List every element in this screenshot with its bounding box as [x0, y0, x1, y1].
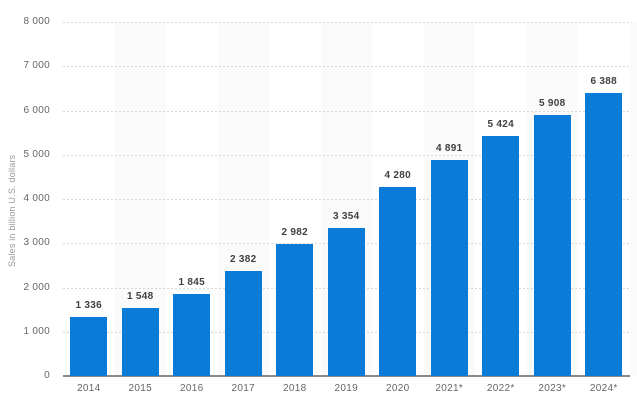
y-tick-label: 3 000: [23, 237, 50, 249]
bar-value-label: 4 280: [384, 169, 412, 181]
y-tick-label: 8 000: [23, 16, 50, 27]
bar: [482, 135, 520, 376]
bar-value-label: 1 336: [75, 299, 103, 311]
x-tick-label: 2017: [231, 383, 255, 394]
x-tick-label: 2024*: [589, 383, 618, 394]
bar-value-label: 6 388: [590, 76, 618, 88]
plot-stripe: [629, 22, 637, 376]
x-tick-label: 2018: [283, 383, 307, 394]
gridline: [63, 110, 630, 112]
x-tick-label: 2023*: [538, 383, 567, 394]
bar-value-label: 4 891: [435, 142, 463, 154]
y-tick-label: 5 000: [23, 148, 50, 160]
x-tick-label: 2015: [128, 383, 152, 394]
x-axis-line: [63, 375, 630, 377]
x-tick-label: 2021*: [435, 383, 464, 394]
x-tick-label: 2014: [77, 383, 101, 394]
bar: [327, 227, 365, 376]
y-tick-label: 1 000: [23, 325, 50, 337]
x-tick-label: 2016: [180, 383, 204, 394]
bar-value-label: 2 982: [281, 227, 309, 239]
bar-value-label: 5 424: [487, 118, 515, 130]
bar: [430, 159, 468, 376]
gridline: [63, 199, 630, 200]
x-tick-label: 2019: [334, 383, 358, 394]
bar: [276, 244, 314, 376]
y-axis-title: Sales in billion U.S. dollars: [7, 154, 17, 268]
bar-value-label: 3 354: [332, 210, 360, 222]
bar: [121, 307, 159, 376]
x-tick-label: 2020: [386, 383, 410, 394]
bar: [379, 186, 417, 376]
bar-value-label: 2 382: [229, 253, 257, 265]
bar: [173, 294, 211, 376]
bar: [585, 93, 623, 376]
gridline: [63, 22, 630, 23]
bar-value-label: 5 908: [538, 97, 566, 109]
bar: [533, 114, 571, 376]
y-tick-label: 6 000: [23, 104, 50, 116]
y-tick-label: 7 000: [23, 60, 50, 72]
bar-value-label: 1 845: [178, 277, 206, 289]
x-tick-label: 2022*: [486, 383, 515, 394]
bar: [224, 270, 262, 376]
gridline: [63, 154, 630, 156]
bar-value-label: 1 548: [126, 290, 154, 302]
y-tick-label: 4 000: [23, 193, 50, 204]
y-tick-label: 0: [44, 370, 50, 381]
gridline: [63, 66, 630, 68]
y-tick-label: 2 000: [23, 281, 50, 293]
bar: [70, 316, 108, 376]
